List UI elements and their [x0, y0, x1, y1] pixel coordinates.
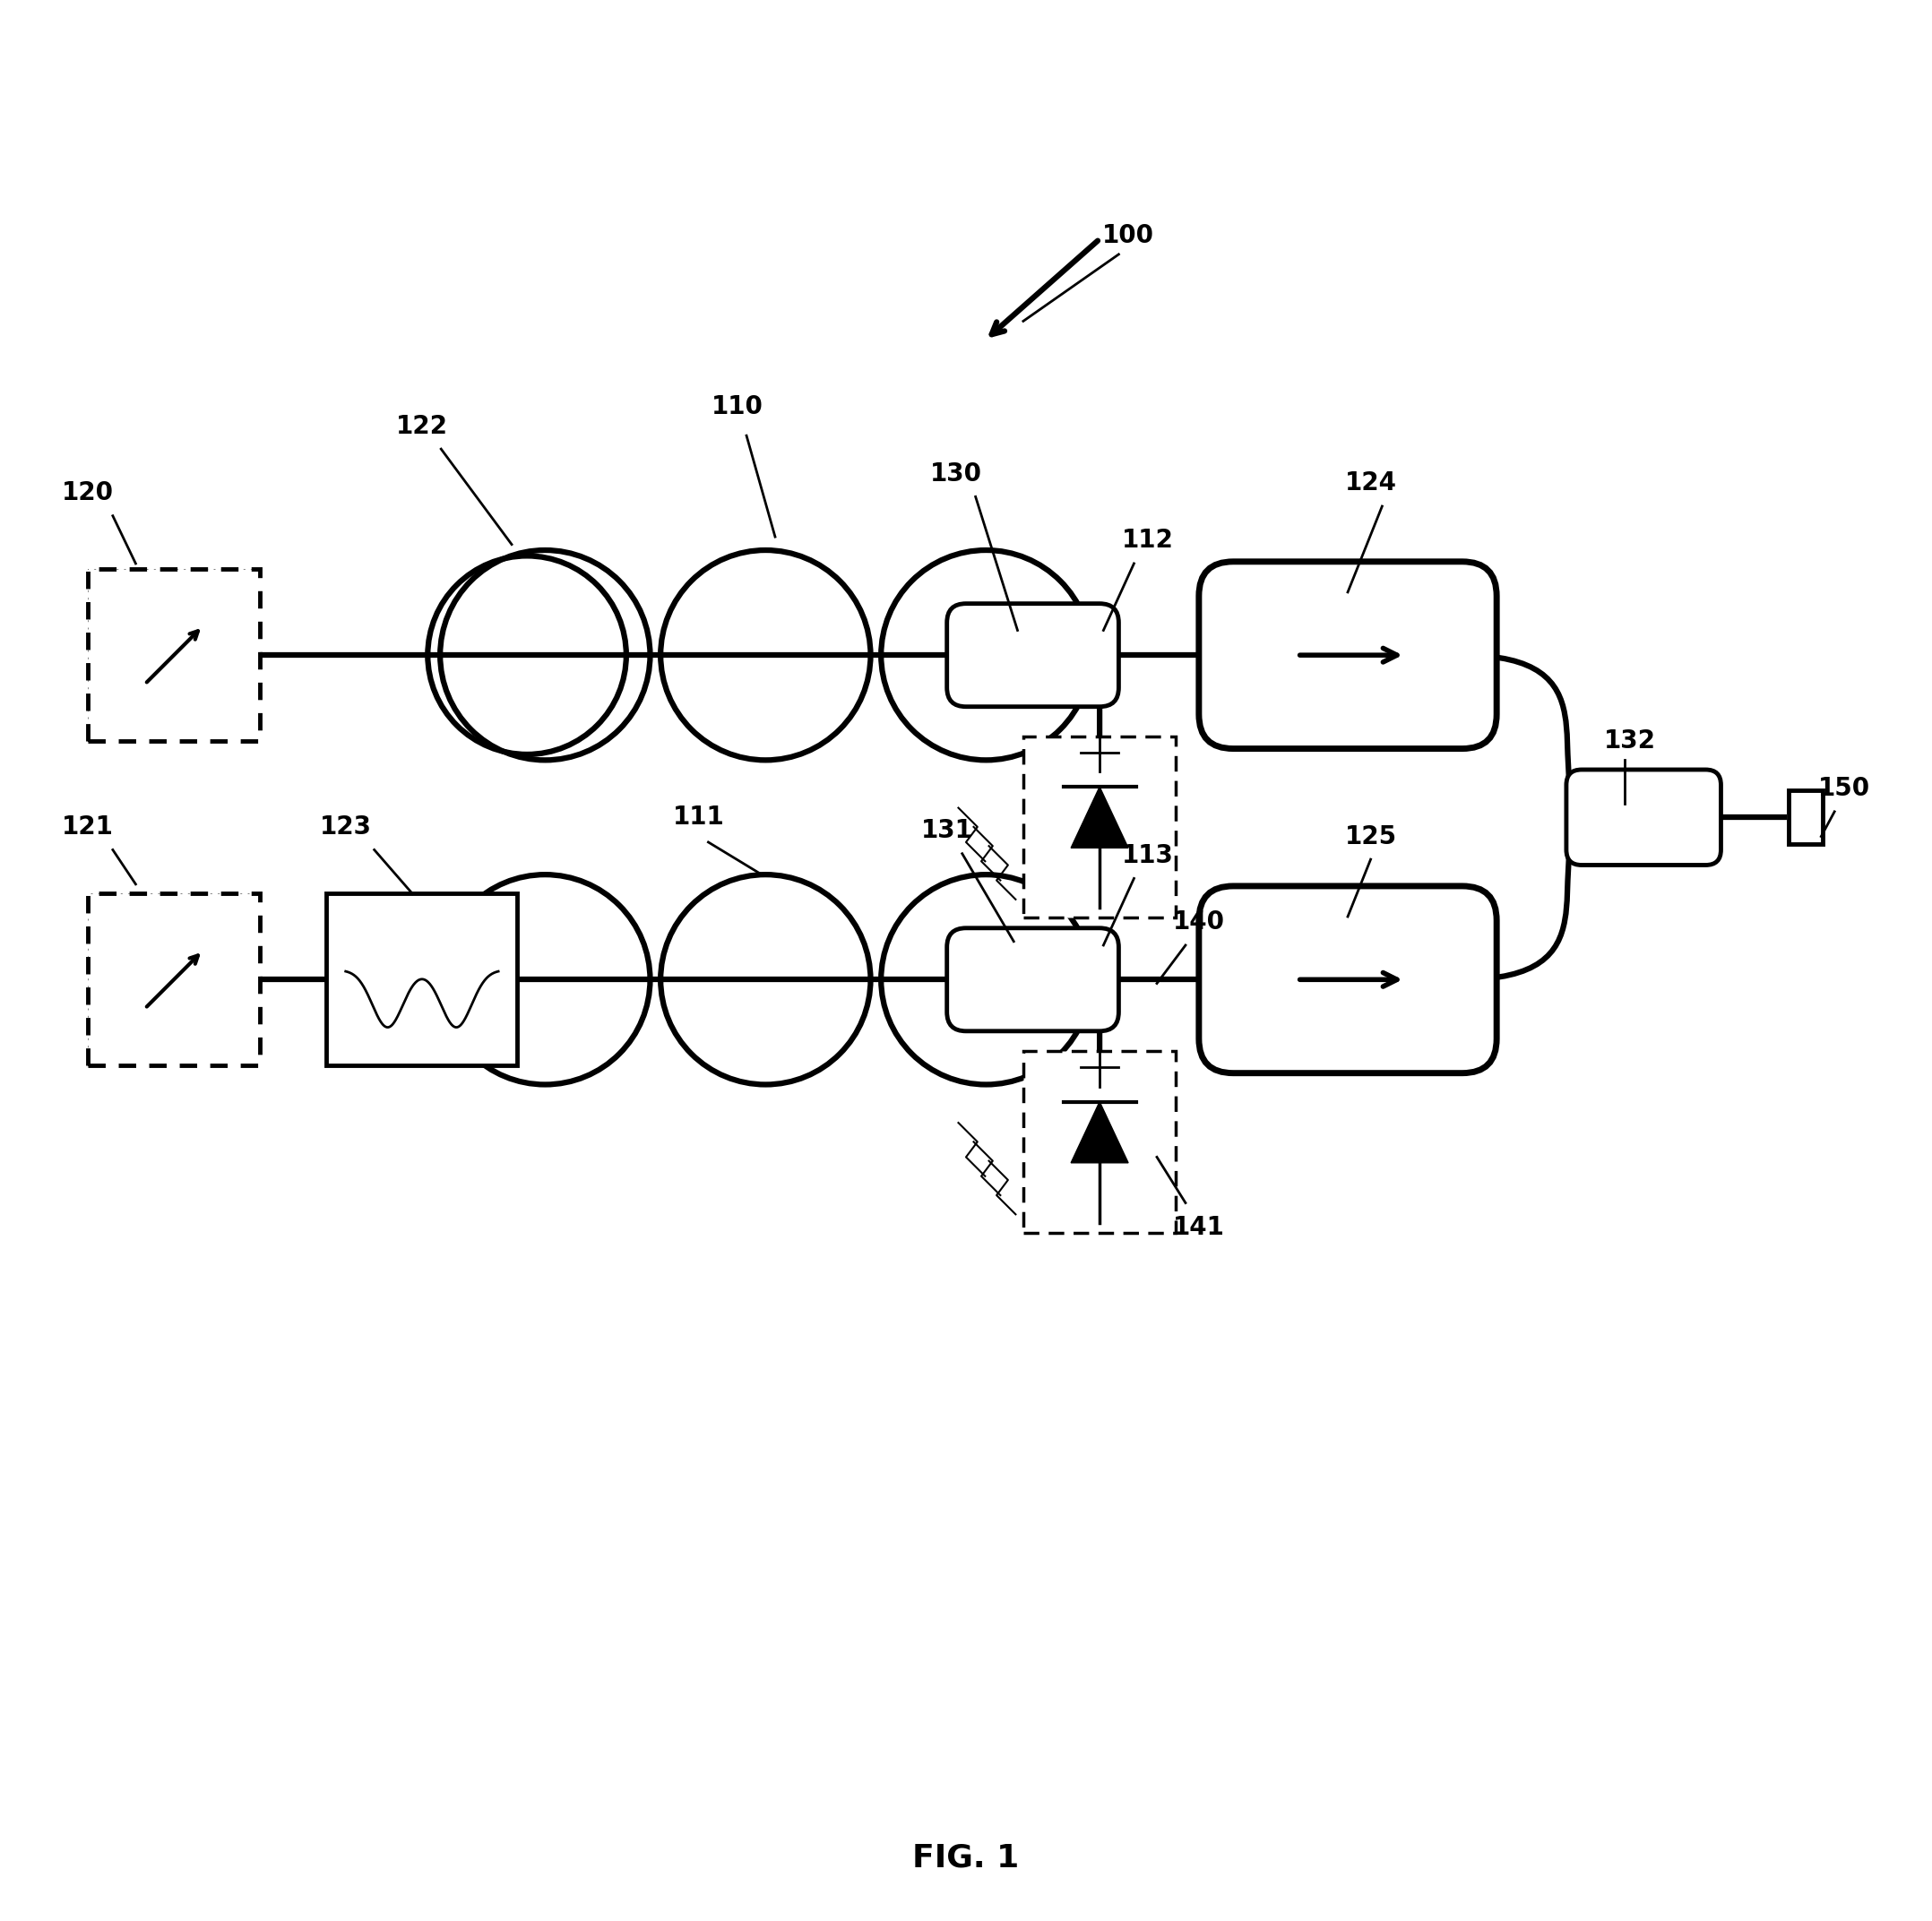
Bar	[1789, 791, 1824, 843]
Text: 150: 150	[1818, 776, 1870, 801]
Bar	[327, 893, 518, 1066]
Bar	[89, 893, 259, 1066]
Text: 132: 132	[1604, 728, 1656, 753]
FancyBboxPatch shape	[947, 928, 1119, 1032]
Text: 121: 121	[62, 815, 114, 839]
Polygon shape	[1070, 1103, 1128, 1162]
FancyBboxPatch shape	[947, 603, 1119, 707]
Bar	[1024, 1051, 1177, 1233]
Text: 100: 100	[1103, 223, 1153, 248]
Text: 131: 131	[922, 818, 974, 843]
Text: FIG. 1: FIG. 1	[912, 1842, 1020, 1873]
Text: 113: 113	[1121, 843, 1173, 868]
Polygon shape	[1070, 788, 1128, 847]
Bar	[1024, 736, 1177, 918]
Text: 111: 111	[672, 805, 724, 830]
Text: 130: 130	[931, 461, 983, 486]
Text: 110: 110	[711, 394, 763, 419]
Bar	[89, 569, 259, 742]
Text: 125: 125	[1345, 824, 1397, 849]
Text: 141: 141	[1173, 1216, 1225, 1241]
Text: 123: 123	[319, 815, 371, 839]
Text: 122: 122	[396, 413, 448, 438]
Text: 112: 112	[1121, 528, 1173, 553]
Text: 124: 124	[1345, 471, 1397, 496]
Text: 140: 140	[1173, 911, 1225, 936]
Bar	[89, 893, 259, 1066]
Bar	[89, 569, 259, 742]
Text: 120: 120	[62, 480, 114, 505]
FancyBboxPatch shape	[1200, 886, 1497, 1074]
FancyBboxPatch shape	[1200, 561, 1497, 749]
FancyBboxPatch shape	[1567, 770, 1721, 864]
